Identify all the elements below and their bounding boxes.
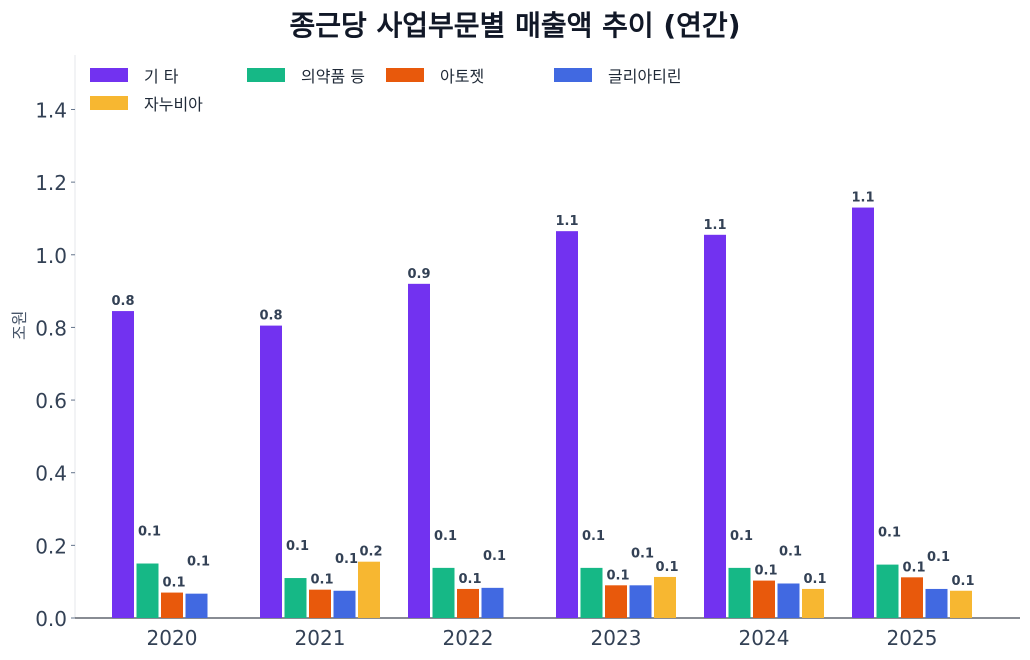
- data-label: 0.1: [483, 549, 506, 564]
- legend-item: 아토젯: [386, 64, 484, 86]
- bar-자누비아-2024: [802, 588, 824, 618]
- legend-item: 의약품 등: [247, 64, 365, 86]
- x-tick-label: 2022: [443, 626, 494, 650]
- data-label: 1.1: [851, 191, 874, 206]
- chart-title: 종근당 사업부문별 매출액 추이 (연간): [289, 9, 741, 42]
- legend-label: 기 타: [144, 67, 179, 86]
- bar-기타-2022: [408, 283, 430, 618]
- legend-swatch: [90, 96, 128, 110]
- x-tick-label: 2024: [739, 626, 790, 650]
- legend-swatch: [386, 68, 424, 82]
- data-label: 0.1: [310, 573, 333, 588]
- bar-아토젯-2024: [753, 580, 775, 618]
- data-label: 0.1: [458, 572, 481, 587]
- data-label: 0.1: [631, 546, 654, 561]
- data-label: 0.8: [259, 309, 282, 324]
- legend-item: 자누비아: [90, 92, 203, 114]
- data-label: 0.8: [111, 294, 134, 309]
- x-tick-label: 2023: [591, 626, 642, 650]
- data-label: 0.1: [606, 568, 629, 583]
- bar-자누비아-2025: [950, 590, 972, 618]
- y-tick-label: 0.4: [35, 462, 67, 486]
- legend-swatch: [247, 68, 285, 82]
- bar-의약품등-2022: [432, 567, 455, 618]
- y-tick-label: 0.2: [35, 534, 67, 558]
- bar-아토젯-2022: [457, 588, 479, 618]
- bar-기타-2020: [112, 311, 134, 618]
- y-tick-label: 0.8: [35, 316, 67, 340]
- legend-label: 의약품 등: [301, 67, 365, 86]
- bar-기타-2024: [704, 234, 726, 619]
- data-label: 0.1: [655, 560, 678, 575]
- data-label: 0.2: [359, 545, 382, 560]
- bar-기타-2021: [260, 325, 282, 618]
- data-label: 0.1: [878, 526, 901, 541]
- bar-기타-2025: [852, 207, 874, 618]
- legend-swatch: [90, 68, 128, 82]
- bar-아토젯-2020: [161, 592, 183, 618]
- bar-자누비아-2021: [358, 561, 380, 618]
- legend-swatch: [554, 68, 592, 82]
- bar-아토젯-2021: [309, 589, 331, 618]
- legend-label: 글리아티린: [608, 67, 682, 86]
- data-label: 0.1: [434, 529, 457, 544]
- bar-자누비아-2023: [654, 576, 676, 618]
- y-tick-label: 1.4: [35, 98, 67, 122]
- data-label: 0.1: [335, 552, 358, 567]
- bar-아토젯-2025: [901, 577, 923, 618]
- bar-의약품등-2021: [284, 578, 307, 618]
- legend-label: 아토젯: [440, 67, 485, 86]
- y-tick-label: 1.2: [35, 171, 67, 195]
- legend-item: 글리아티린: [554, 64, 682, 86]
- legend-item: 기 타: [90, 64, 179, 86]
- bar-의약품등-2024: [728, 567, 751, 618]
- data-label: 0.1: [927, 550, 950, 565]
- data-label: 0.1: [187, 555, 210, 570]
- y-tick-label: 1.0: [35, 244, 67, 268]
- bar-글리아티린-2021: [333, 590, 356, 618]
- bar-의약품등-2020: [136, 563, 159, 618]
- bar-기타-2023: [556, 231, 578, 618]
- data-label: 1.1: [555, 214, 578, 229]
- data-label: 0.1: [138, 525, 161, 540]
- data-label: 0.1: [582, 529, 605, 544]
- data-label: 0.1: [902, 560, 925, 575]
- bar-글리아티린-2025: [925, 588, 948, 618]
- data-label: 0.1: [730, 529, 753, 544]
- bar-글리아티린-2022: [481, 587, 504, 618]
- x-tick-label: 2021: [295, 626, 346, 650]
- data-label: 1.1: [703, 218, 726, 233]
- data-label: 0.1: [803, 572, 826, 587]
- y-tick-label: 0.6: [35, 389, 67, 413]
- data-label: 0.1: [779, 544, 802, 559]
- x-tick-label: 2025: [887, 626, 938, 650]
- bar-아토젯-2023: [605, 585, 627, 618]
- bar-의약품등-2023: [580, 567, 603, 618]
- bar-글리아티린-2023: [629, 585, 652, 618]
- bar-글리아티린-2020: [185, 593, 208, 618]
- legend-label: 자누비아: [144, 95, 203, 114]
- bar-의약품등-2025: [876, 564, 899, 618]
- data-label: 0.1: [286, 539, 309, 554]
- y-tick-label: 0.0: [35, 607, 67, 631]
- x-tick-label: 2020: [147, 626, 198, 650]
- data-label: 0.1: [162, 576, 185, 591]
- data-label: 0.9: [407, 267, 430, 282]
- bar-글리아티린-2024: [777, 583, 800, 618]
- data-label: 0.1: [951, 574, 974, 589]
- data-label: 0.1: [754, 564, 777, 579]
